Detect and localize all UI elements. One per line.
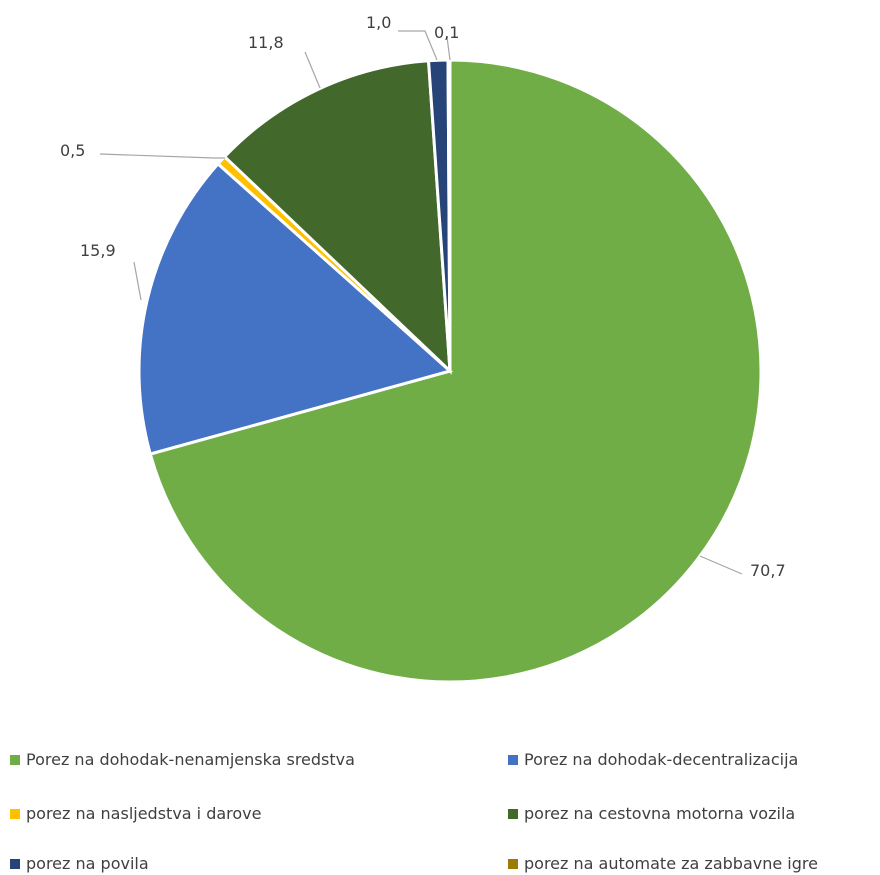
pie-slice (446, 58, 452, 372)
data-label: 15,9 (80, 241, 116, 260)
data-label: 0,1 (434, 23, 459, 42)
legend-label: Porez na dohodak-nenamjenska sredstva (26, 750, 355, 769)
legend-label: porez na automate za zabbavne igre (524, 854, 818, 873)
pie-slices (137, 58, 763, 684)
legend-swatch (508, 808, 518, 819)
legend-label: porez na nasljedstva i darove (26, 804, 262, 823)
legend-label: porez na cestovna motorna vozila (524, 804, 796, 823)
legend-item-decentralizacija: Porez na dohodak-decentralizacija (508, 750, 798, 769)
legend-label: porez na povila (26, 854, 149, 873)
data-label: 11,8 (248, 33, 284, 52)
pie-chart: 70,7 15,9 0,5 11,8 1,0 0,1 (60, 13, 786, 684)
legend-swatch (508, 754, 518, 765)
legend-swatch (10, 808, 20, 819)
leader-line (304, 51, 321, 89)
legend-label: Porez na dohodak-decentralizacija (524, 750, 799, 769)
legend-swatch (10, 754, 20, 765)
legend: Porez na dohodak-nenamjenska sredstva Po… (0, 740, 880, 875)
legend-item-motorna-vozila: porez na cestovna motorna vozila (508, 804, 795, 823)
pie-slice (222, 59, 452, 375)
leader-lines (99, 30, 743, 575)
legend-item-automati: porez na automate za zabbavne igre (508, 854, 818, 873)
pie-slice (148, 58, 763, 684)
leader-line (446, 36, 451, 61)
legend-item-povila: porez na povila (10, 854, 149, 873)
legend-swatch (10, 858, 20, 869)
leader-line (398, 30, 438, 61)
leader-line (699, 555, 743, 575)
data-labels: 70,7 15,9 0,5 11,8 1,0 0,1 (60, 13, 786, 580)
data-label: 0,5 (60, 141, 85, 160)
legend-swatch (508, 858, 518, 869)
legend-item-nasljedstva: porez na nasljedstva i darove (10, 804, 262, 823)
legend-item-nenamjenska: Porez na dohodak-nenamjenska sredstva (10, 750, 355, 769)
data-label: 1,0 (366, 13, 391, 32)
leader-line (99, 153, 225, 159)
leader-line (133, 261, 142, 301)
data-label: 70,7 (750, 561, 786, 580)
pie-slice (137, 161, 454, 456)
